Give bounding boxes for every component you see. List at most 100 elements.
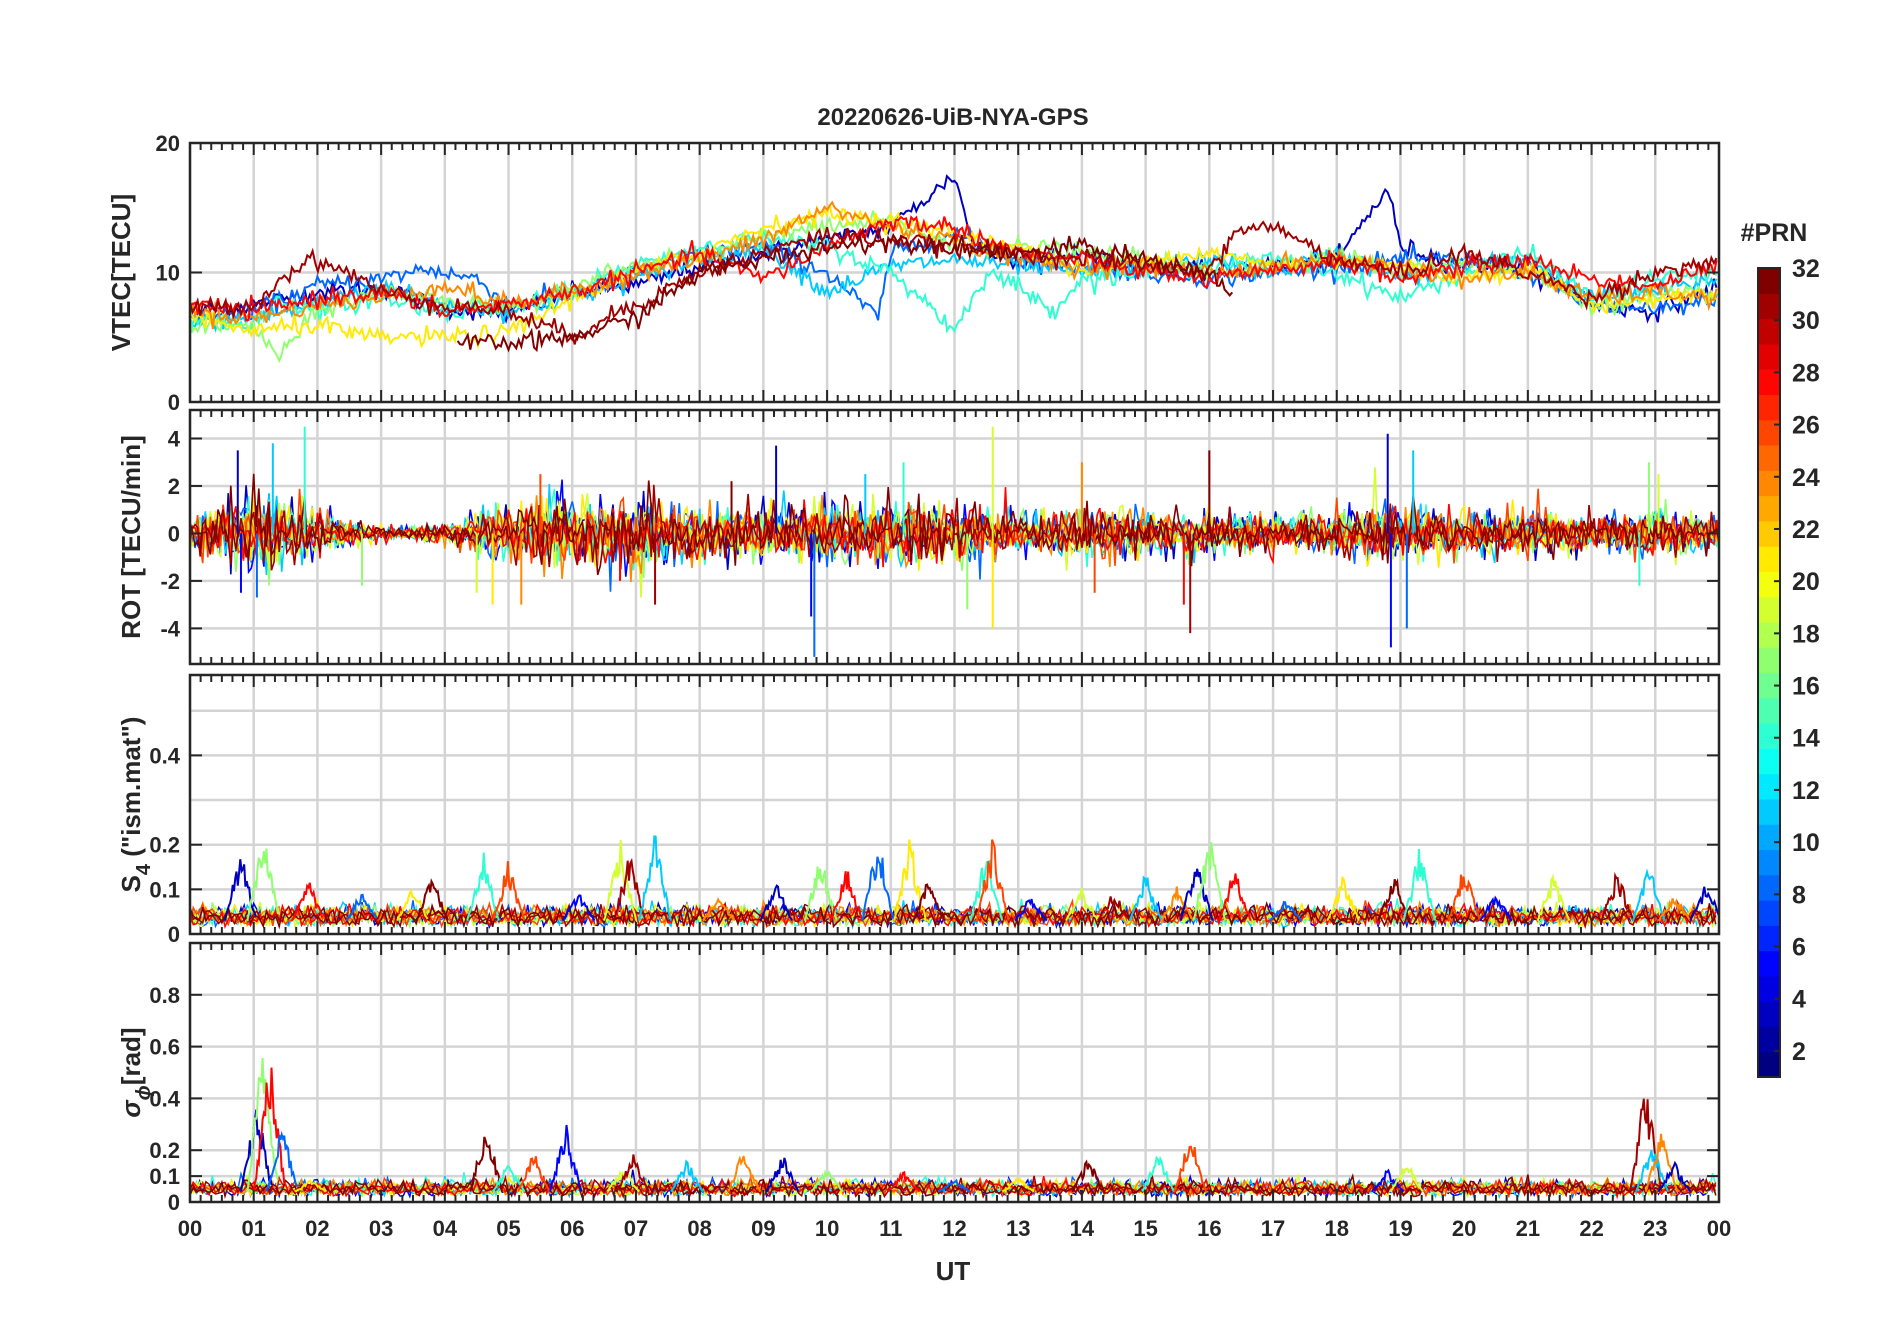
- y-tick-label: 0.4: [149, 1086, 180, 1111]
- colorbar-segment: [1758, 975, 1780, 1002]
- colorbar-segment: [1758, 343, 1780, 370]
- scint-burst: [246, 1057, 279, 1192]
- scint-burst: [603, 839, 637, 921]
- data-lines: [190, 174, 1718, 364]
- x-axis-label: UT: [936, 1256, 971, 1286]
- scint-burst: [265, 1130, 298, 1192]
- colorbar-segment: [1758, 773, 1780, 800]
- y-tick-label: 0.6: [149, 1035, 180, 1060]
- panel-2: -4 -2 0 2 4 ROT [TECU/min]: [116, 408, 1721, 666]
- colorbar-tick-label: 22: [1792, 516, 1820, 544]
- scint-series-prn-28: [190, 901, 1717, 930]
- vtec-series-prn-24: [190, 200, 1718, 330]
- x-tick-label: 23: [1643, 1216, 1667, 1241]
- scint-burst: [1370, 1168, 1405, 1193]
- scint-burst: [1689, 886, 1719, 921]
- colorbar-segment: [1758, 950, 1780, 977]
- colorbar-segment: [1758, 444, 1780, 471]
- colorbar-segment: [1758, 520, 1780, 547]
- scint-burst: [1128, 875, 1163, 921]
- y-tick-label: 20: [156, 131, 180, 156]
- colorbar-segment: [1758, 672, 1780, 699]
- colorbar-segment: [1758, 697, 1780, 724]
- scint-series-prn-26: [190, 898, 1717, 930]
- colorbar-segment: [1758, 419, 1780, 446]
- vtec-series-prn-32: [456, 232, 1234, 353]
- figure-title: 20220626-UiB-NYA-GPS: [817, 104, 1088, 131]
- colorbar-tick-label: 14: [1792, 725, 1820, 753]
- colorbar-tick-label: 2: [1792, 1038, 1806, 1066]
- colorbar-tick-label: 18: [1792, 620, 1820, 648]
- x-tick-label: 00: [178, 1216, 202, 1241]
- scint-burst: [1001, 1177, 1035, 1193]
- colorbar-segment: [1758, 723, 1780, 749]
- rot-series-prn-32: [190, 473, 1719, 576]
- x-tick-label: 01: [241, 1216, 265, 1241]
- y-tick-label: 0: [168, 922, 180, 947]
- colorbar-tick-label: 8: [1792, 881, 1806, 909]
- colorbar-segment: [1758, 470, 1780, 497]
- x-tick-label: 22: [1579, 1216, 1603, 1241]
- colorbar-tick-label: 24: [1792, 464, 1820, 492]
- scint-burst: [1217, 873, 1252, 921]
- colorbar-tick-label: 16: [1792, 673, 1820, 701]
- scint-burst: [491, 1164, 526, 1193]
- scint-burst: [1160, 886, 1195, 922]
- panel-3: 0 0.1 0.2 0.4S4 ("ism.mat"): [116, 673, 1721, 947]
- data-lines: [190, 835, 1719, 930]
- colorbar-segment: [1758, 1051, 1780, 1078]
- colorbar-segment: [1758, 369, 1780, 396]
- y-axis-label: σϕ[rad]: [116, 1027, 155, 1117]
- x-tick-label: 11: [879, 1216, 902, 1241]
- scint-burst: [969, 859, 1004, 921]
- panel-4: 00.10.2 0.4 0.6 0.8 σϕ[rad]: [116, 941, 1721, 1215]
- scint-burst: [606, 1169, 640, 1193]
- x-tick-label: 15: [1133, 1216, 1157, 1241]
- y-axis-label: ROT [TECU/min]: [116, 435, 146, 639]
- colorbar-segment: [1758, 318, 1780, 345]
- scint-burst: [912, 883, 946, 922]
- colorbar-tick-label: 12: [1792, 777, 1820, 805]
- y-tick-label: 4: [168, 426, 181, 451]
- colorbar-segment: [1758, 1001, 1780, 1028]
- scint-burst: [1536, 873, 1571, 922]
- vtec-series-prn-31: [190, 220, 1718, 345]
- scint-burst: [1014, 898, 1048, 922]
- x-tick-label: 12: [942, 1216, 966, 1241]
- scint-burst: [294, 1179, 327, 1193]
- colorbar-segment: [1758, 824, 1780, 851]
- scint-burst: [702, 897, 736, 922]
- scint-burst: [670, 1159, 704, 1193]
- x-tick-label: 19: [1388, 1216, 1412, 1241]
- scint-burst: [1632, 868, 1666, 921]
- scint-burst: [727, 1155, 762, 1193]
- colorbar-tick-label: 26: [1792, 412, 1820, 440]
- scint-burst: [829, 871, 864, 922]
- colorbar-tick-label: 28: [1792, 359, 1820, 387]
- x-tick-label: 13: [1006, 1216, 1030, 1241]
- y-tick-label: 0.2: [149, 1138, 180, 1163]
- colorbar-segment: [1758, 495, 1780, 522]
- colorbar-segment: [1758, 621, 1780, 648]
- scint-burst: [345, 893, 378, 922]
- colorbar-tick-label: 32: [1792, 255, 1820, 283]
- y-axis-label: S4 ("ism.mat"): [116, 717, 155, 893]
- x-tick-label: 06: [560, 1216, 584, 1241]
- y-tick-label: 0: [168, 1190, 180, 1215]
- scint-burst: [612, 857, 647, 921]
- colorbar-tick-label: 20: [1792, 568, 1820, 596]
- x-tick-label: 10: [815, 1216, 839, 1241]
- colorbar-segment: [1758, 394, 1780, 421]
- y-tick-label: 0.8: [149, 983, 180, 1008]
- scint-burst: [1173, 1145, 1208, 1192]
- colorbar-frame: [1757, 267, 1781, 1078]
- x-tick-label: 02: [305, 1216, 329, 1241]
- scint-burst: [561, 894, 596, 922]
- scint-burst: [1326, 875, 1360, 922]
- y-axis-label: VTEC[TECU]: [106, 194, 136, 351]
- scint-burst: [1141, 1155, 1176, 1193]
- data-lines: [190, 426, 1719, 657]
- x-tick-label: 07: [624, 1216, 648, 1241]
